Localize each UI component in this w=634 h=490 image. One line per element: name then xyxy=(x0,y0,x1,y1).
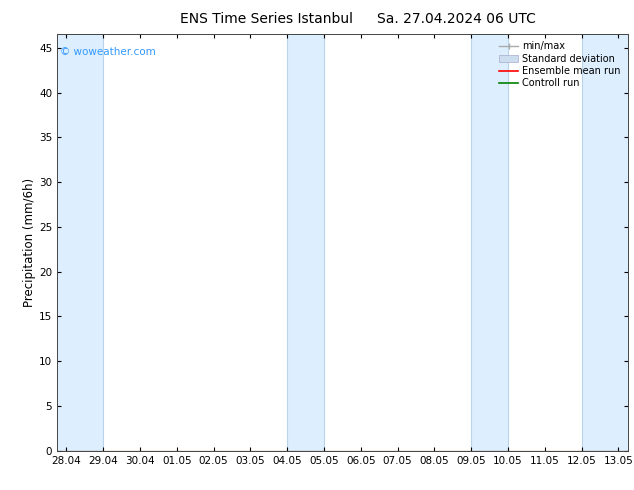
Y-axis label: Precipitation (mm/6h): Precipitation (mm/6h) xyxy=(23,178,36,307)
Text: ENS Time Series Istanbul: ENS Time Series Istanbul xyxy=(180,12,353,26)
Bar xyxy=(581,34,628,451)
Bar xyxy=(57,34,103,451)
Text: © woweather.com: © woweather.com xyxy=(60,47,156,57)
Legend: min/max, Standard deviation, Ensemble mean run, Controll run: min/max, Standard deviation, Ensemble me… xyxy=(497,39,623,90)
Bar xyxy=(471,34,508,451)
Text: Sa. 27.04.2024 06 UTC: Sa. 27.04.2024 06 UTC xyxy=(377,12,536,26)
Bar xyxy=(287,34,324,451)
